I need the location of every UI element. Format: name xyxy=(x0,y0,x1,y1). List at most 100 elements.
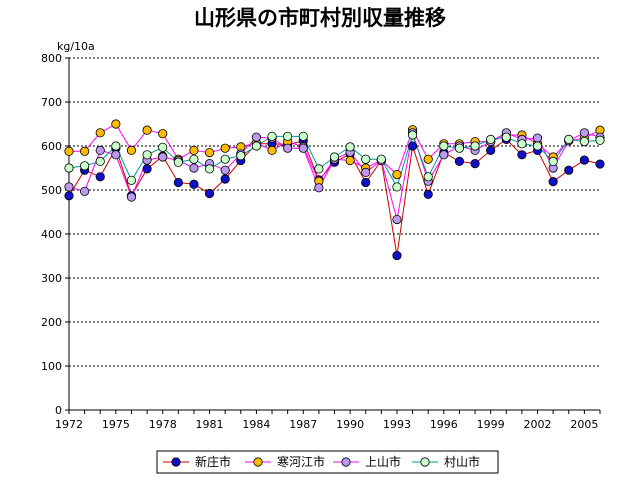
x-tick-label: 1990 xyxy=(336,418,364,431)
data-point xyxy=(407,141,418,151)
chart-title: 山形県の市町村別収量推移 xyxy=(194,6,446,30)
data-point xyxy=(267,145,277,155)
data-point xyxy=(204,148,215,158)
data-point xyxy=(267,131,277,141)
data-point xyxy=(64,146,74,156)
grid-layer xyxy=(69,57,600,367)
data-point xyxy=(548,156,558,166)
data-point xyxy=(158,129,168,139)
x-tick-label: 1981 xyxy=(196,418,224,431)
x-tick-label: 1993 xyxy=(383,418,411,431)
data-point xyxy=(407,130,418,140)
data-point xyxy=(80,146,90,156)
data-point xyxy=(564,165,574,175)
data-point xyxy=(454,156,465,166)
data-point xyxy=(579,128,589,138)
data-point xyxy=(189,179,199,189)
data-point xyxy=(111,119,121,129)
data-point xyxy=(95,145,105,155)
data-point xyxy=(345,142,355,152)
legend-box xyxy=(156,450,499,474)
data-point xyxy=(392,170,402,180)
y-axis-unit-label: kg/10a xyxy=(57,40,95,53)
data-point xyxy=(298,131,308,141)
data-point xyxy=(501,132,511,142)
data-point xyxy=(314,183,324,193)
data-point xyxy=(579,137,589,147)
data-point xyxy=(532,141,543,151)
legend-label: 寒河江市 xyxy=(277,454,325,469)
data-point xyxy=(95,172,105,182)
data-point xyxy=(126,175,137,185)
data-point xyxy=(376,154,386,164)
data-point xyxy=(142,125,152,135)
data-point xyxy=(220,143,230,153)
data-point xyxy=(236,151,246,161)
legend-marker xyxy=(420,457,430,467)
data-point xyxy=(470,159,480,169)
y-tick-label: 500 xyxy=(41,184,62,197)
data-point xyxy=(439,141,449,151)
data-point xyxy=(532,133,543,143)
x-tick-label: 1978 xyxy=(149,418,177,431)
data-point xyxy=(548,177,558,187)
data-point xyxy=(361,167,371,177)
y-tick-label: 600 xyxy=(41,140,62,153)
data-point xyxy=(423,189,433,199)
legend-marker xyxy=(171,457,181,467)
data-point xyxy=(173,157,183,167)
y-tick-label: 0 xyxy=(55,404,62,417)
x-tick-label: 1999 xyxy=(477,418,505,431)
data-point xyxy=(142,150,152,160)
legend-label: 上山市 xyxy=(365,454,401,469)
y-tick-label: 200 xyxy=(41,316,62,329)
data-point xyxy=(158,142,168,152)
data-point xyxy=(64,163,74,173)
x-tick-label: 2005 xyxy=(570,418,598,431)
data-point xyxy=(283,131,293,141)
data-point xyxy=(204,164,215,174)
data-point xyxy=(220,154,230,164)
data-point xyxy=(423,154,433,164)
data-point xyxy=(439,150,449,160)
data-point xyxy=(595,135,605,145)
data-point xyxy=(189,154,199,164)
data-point xyxy=(158,152,168,162)
data-point xyxy=(251,141,262,151)
data-point xyxy=(595,159,605,169)
y-tick-label: 400 xyxy=(41,228,62,241)
data-point xyxy=(204,188,215,199)
data-point xyxy=(64,191,74,201)
data-point xyxy=(423,172,433,182)
data-point xyxy=(517,150,527,160)
x-tick-label: 1975 xyxy=(102,418,130,431)
y-tick-label: 300 xyxy=(41,272,62,285)
data-point xyxy=(111,141,121,151)
y-tick-label: 100 xyxy=(41,360,62,373)
x-tick-label: 2002 xyxy=(524,418,552,431)
x-tick-label: 1996 xyxy=(430,418,458,431)
legend: 新庄市 寒河江市 上山市 村山市 xyxy=(156,450,499,474)
data-point xyxy=(392,182,402,192)
data-point xyxy=(579,155,589,165)
data-point xyxy=(486,134,496,144)
data-point xyxy=(220,165,230,175)
series-layer xyxy=(64,119,605,261)
legend-label: 新庄市 xyxy=(195,454,231,469)
data-point xyxy=(80,186,90,196)
data-point xyxy=(80,161,90,171)
x-tick-label: 1987 xyxy=(289,418,317,431)
legend-label: 村山市 xyxy=(444,454,480,469)
data-point xyxy=(517,139,527,149)
data-point xyxy=(298,143,308,153)
x-tick-label: 1972 xyxy=(55,418,83,431)
data-point xyxy=(251,132,262,142)
data-point xyxy=(361,154,371,164)
data-point xyxy=(314,164,324,174)
data-point xyxy=(283,143,293,153)
data-point xyxy=(392,250,402,261)
data-point xyxy=(126,145,137,155)
data-point xyxy=(126,192,137,202)
